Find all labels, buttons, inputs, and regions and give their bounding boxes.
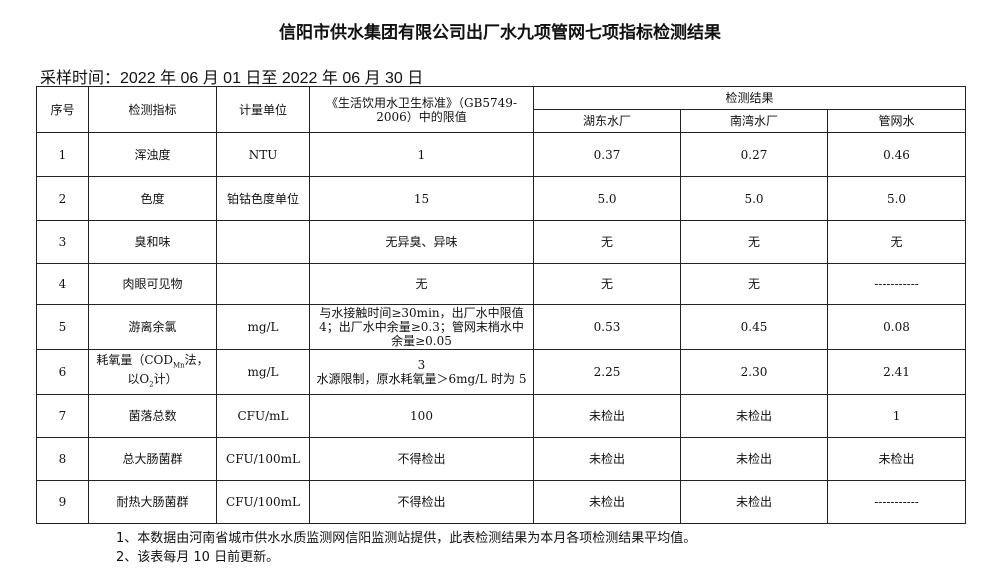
header-results: 检测结果: [532, 86, 967, 110]
row-indicator: 耗氧量（CODMn法，以O2计）: [88, 349, 217, 395]
table-row: 9 耐热大肠菌群 CFU/100mL 不得检出 未检出 未检出 -----------: [36, 480, 967, 524]
row-unit: 铂钴色度单位: [216, 176, 310, 221]
row-limit: 不得检出: [309, 480, 534, 524]
table-row: 5 游离余氯 mg/L 与水接触时间≥30min，出厂水中限值4；出厂水中余量≥0.3…: [36, 304, 967, 350]
row-indicator: 浑浊度: [88, 132, 217, 177]
row-value-2: 0.45: [680, 304, 828, 350]
header-unit: 计量单位: [216, 86, 310, 133]
row-value-1: 未检出: [533, 394, 681, 438]
row-value-3: 未检出: [826, 437, 967, 481]
row-no: 6: [36, 349, 89, 395]
row-value-1: 0.53: [533, 304, 681, 350]
row-value-1: 无: [533, 263, 681, 305]
header-site: 管网水: [826, 109, 967, 133]
row-unit: NTU: [216, 132, 310, 177]
note-1: 1、本数据由河南省城市供水水质监测网信阳监测站提供，此表检测结果为本月各项检测结…: [116, 531, 697, 546]
row-value-3: -----------: [826, 263, 967, 305]
header-no: 序号: [36, 86, 89, 133]
note-2: 2、该表每月 10 日前更新。: [116, 550, 280, 565]
row-limit: 3 水源限制，原水耗氧量＞6mg/L 时为 5: [309, 349, 534, 395]
row-value-3: 1: [826, 394, 967, 438]
limit-line: 水源限制，原水耗氧量＞6mg/L 时为 5: [316, 372, 527, 386]
row-value-2: 未检出: [680, 394, 828, 438]
row-no: 1: [36, 132, 89, 177]
row-indicator: 色度: [88, 176, 217, 221]
row-value-2: 无: [680, 220, 828, 264]
row-unit: CFU/100mL: [216, 437, 310, 481]
header-site: 湖东水厂: [533, 109, 681, 133]
row-indicator: 菌落总数: [88, 394, 217, 438]
row-value-2: 0.27: [680, 132, 828, 177]
row-value-2: 未检出: [680, 437, 828, 481]
row-value-2: 无: [680, 263, 828, 305]
table-row: 4 肉眼可见物无无无 -----------: [36, 263, 967, 305]
row-value-2: 5.0: [680, 176, 828, 221]
header-indicator: 检测指标: [88, 86, 217, 133]
row-value-1: 0.37: [533, 132, 681, 177]
row-limit: 100: [309, 394, 534, 438]
row-indicator: 耐热大肠菌群: [88, 480, 217, 524]
row-value-3: -----------: [826, 480, 967, 524]
indicator-part: 计）: [153, 372, 178, 386]
indicator-sub: Mn: [172, 361, 185, 369]
results-table: 序号 检测指标 计量单位 《生活饮用水卫生标准》（GB5749-2006）中的限…: [36, 86, 967, 524]
row-indicator: 肉眼可见物: [88, 263, 217, 305]
row-unit: mg/L: [216, 304, 310, 350]
row-value-3: 2.41: [826, 349, 967, 395]
row-indicator: 臭和味: [88, 220, 217, 264]
row-value-1: 2.25: [533, 349, 681, 395]
row-no: 9: [36, 480, 89, 524]
row-value-3: 0.08: [826, 304, 967, 350]
header-limit: 《生活饮用水卫生标准》（GB5749-2006）中的限值: [309, 86, 534, 133]
table-row: 8 总大肠菌群 CFU/100mL 不得检出 未检出 未检出 未检出: [36, 437, 967, 481]
row-limit: 15: [309, 176, 534, 221]
row-no: 3: [36, 220, 89, 264]
table-row: 7 菌落总数 CFU/mL 100 未检出 未检出 1: [36, 394, 967, 438]
row-indicator: 游离余氯: [88, 304, 217, 350]
row-value-1: 无: [533, 220, 681, 264]
document-title: 信阳市供水集团有限公司出厂水九项管网七项指标检测结果: [279, 23, 721, 43]
row-unit: mg/L: [216, 349, 310, 395]
row-no: 2: [36, 176, 89, 221]
header-sites-row: 湖东水厂 南湾水厂 管网水: [37, 109, 967, 133]
row-limit: 无: [309, 263, 534, 305]
row-value-1: 未检出: [533, 437, 681, 481]
row-limit: 与水接触时间≥30min，出厂水中限值4；出厂水中余量≥0.3；管网末梢水中余量…: [309, 304, 534, 350]
table-row: 1 浑浊度 NTU 1 0.37 0.27 0.46: [36, 132, 967, 177]
row-unit: CFU/100mL: [216, 480, 310, 524]
row-no: 8: [36, 437, 89, 481]
header-site: 南湾水厂: [680, 109, 828, 133]
sampling-period: 采样时间：2022 年 06 月 01 日至 2022 年 06 月 30 日: [40, 70, 424, 87]
row-unit: [216, 220, 310, 264]
row-unit: [216, 263, 310, 305]
header-row: 序号 检测指标 计量单位 《生活饮用水卫生标准》（GB5749-2006）中的限…: [36, 86, 967, 133]
row-value-2: 未检出: [680, 480, 828, 524]
row-no: 5: [36, 304, 89, 350]
row-value-3: 5.0: [826, 176, 967, 221]
indicator-part: 法，以O: [127, 352, 209, 386]
table-row: 3 臭和味 无异臭、异味无无无: [36, 220, 967, 264]
row-value-1: 5.0: [533, 176, 681, 221]
indicator-sub: 2: [149, 380, 154, 389]
row-value-2: 2.30: [680, 349, 828, 395]
row-limit: 无异臭、异味: [309, 220, 534, 264]
table-row: 2 色度 铂钴色度单位 15 5.0 5.0 5.0: [36, 176, 967, 221]
row-value-3: 无: [826, 220, 967, 264]
row-no: 7: [36, 394, 89, 438]
row-value-1: 未检出: [533, 480, 681, 524]
row-indicator: 总大肠菌群: [88, 437, 217, 481]
indicator-part: 耗氧量（COD: [96, 352, 173, 367]
limit-line: 3: [417, 358, 426, 372]
table-row: 6 耗氧量（CODMn法，以O2计） mg/L 3 水源限制，原水耗氧量＞6mg/L 时…: [36, 349, 967, 395]
row-value-3: 0.46: [826, 132, 967, 177]
row-limit: 不得检出: [309, 437, 534, 481]
row-no: 4: [36, 263, 89, 305]
row-unit: CFU/mL: [216, 394, 310, 438]
row-limit: 1: [309, 132, 534, 177]
